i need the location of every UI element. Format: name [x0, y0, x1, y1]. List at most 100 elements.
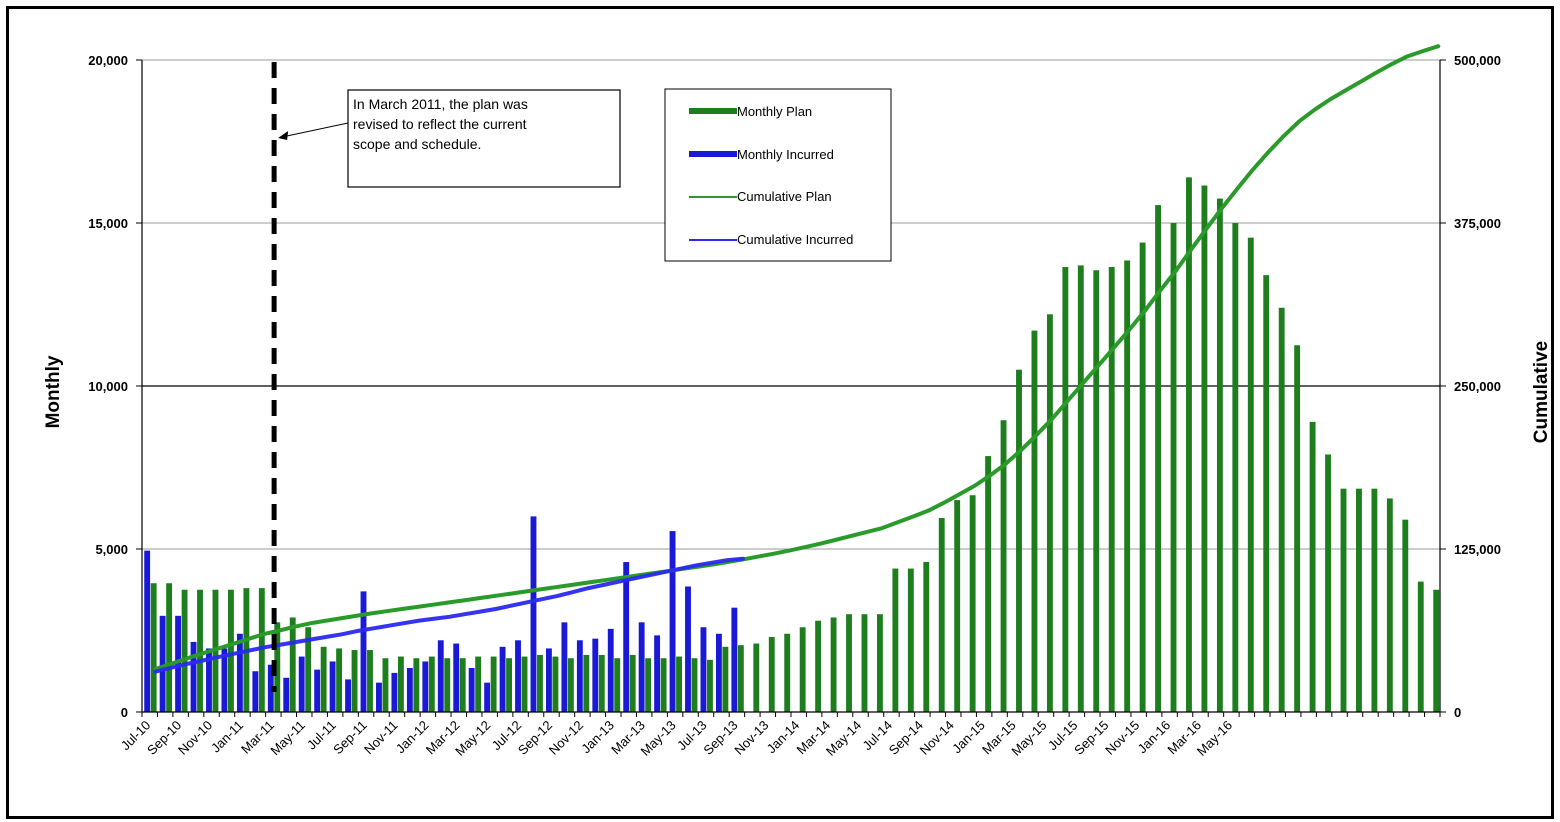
bar-monthly-plan	[830, 617, 837, 712]
bar-monthly-incurred	[623, 562, 630, 712]
bar-monthly-incurred	[515, 640, 521, 712]
left-y-ticks: 0 5,000 10,000 15,000 20,000	[88, 53, 142, 720]
bar-monthly-incurred	[267, 664, 274, 712]
bar-monthly-incurred	[607, 628, 614, 712]
bar-monthly-plan	[938, 518, 945, 712]
x-tick-label: Nov-10	[175, 718, 215, 758]
bar-monthly-plan	[1340, 488, 1347, 712]
bar-monthly-plan	[1247, 237, 1254, 713]
x-tick-label: May-11	[267, 718, 308, 759]
bar-monthly-incurred	[530, 516, 537, 712]
bar-monthly-incurred	[190, 641, 197, 712]
bar-monthly-incurred	[638, 622, 645, 712]
bar-monthly-plan	[784, 633, 791, 712]
bar-monthly-plan	[876, 614, 883, 712]
legend-label-monthly-incurred: Monthly Incurred	[737, 147, 834, 162]
bar-monthly-plan	[969, 495, 976, 712]
bar-monthly-plan	[1031, 330, 1038, 712]
bar-monthly-incurred	[252, 671, 259, 712]
bar-monthly-plan	[1371, 488, 1378, 712]
bar-monthly-plan	[1016, 369, 1022, 712]
bar-monthly-incurred	[453, 643, 460, 712]
bar-monthly-plan	[598, 654, 605, 712]
line-cumulative-incurred	[153, 556, 745, 674]
bar-monthly-incurred	[298, 656, 305, 712]
bar-monthly-incurred	[206, 648, 212, 712]
annotation-arrow-head	[278, 131, 289, 140]
bar-monthly-incurred	[159, 615, 166, 712]
bar-monthly-incurred	[406, 667, 413, 712]
bar-monthly-incurred	[715, 633, 722, 712]
left-axis-title: Monthly	[43, 355, 64, 428]
bar-monthly-incurred	[283, 677, 290, 712]
bar-monthly-plan	[1186, 177, 1192, 713]
bar-monthly-incurred	[175, 615, 182, 712]
bar-monthly-incurred	[592, 638, 599, 712]
bar-monthly-plan	[521, 656, 528, 712]
bar-monthly-plan	[861, 614, 868, 712]
bar-monthly-incurred	[422, 661, 429, 712]
bar-monthly-plan	[923, 562, 930, 712]
bar-monthly-plan	[336, 648, 343, 712]
bar-monthly-plan	[1077, 265, 1084, 712]
bar-monthly-incurred	[360, 591, 367, 712]
bar-monthly-plan	[351, 650, 358, 712]
bar-monthly-plan	[274, 622, 281, 712]
legend-label-cumulative-plan: Cumulative Plan	[737, 189, 832, 204]
bar-monthly-incurred	[499, 646, 506, 712]
bar-monthly-incurred	[236, 633, 243, 712]
right-tick-label: 375,000	[1454, 216, 1501, 231]
x-tick-label: May-14	[823, 718, 864, 759]
x-tick-label: Nov-13	[731, 718, 771, 758]
bar-monthly-incurred	[345, 679, 351, 712]
bar-monthly-plan	[1386, 498, 1393, 712]
annotation-arrow-line	[282, 122, 349, 138]
legend-label-cumulative-incurred: Cumulative Incurred	[737, 232, 853, 247]
line-series	[153, 44, 1441, 674]
bar-monthly-plan	[1216, 198, 1223, 713]
bar-monthly-plan	[320, 646, 327, 712]
x-tick-label: Jan-11	[208, 718, 246, 756]
bar-monthly-plan	[475, 656, 482, 712]
bar-monthly-incurred	[468, 667, 475, 712]
right-tick-label: 250,000	[1454, 379, 1501, 394]
x-tick-label: Nov-14	[917, 718, 957, 758]
x-tick-label: Nov-12	[546, 718, 586, 758]
bar-monthly-plan	[722, 646, 729, 712]
bar-monthly-plan	[629, 654, 636, 712]
bar-monthly-plan	[815, 620, 822, 712]
bar-monthly-incurred	[144, 550, 151, 712]
bar-monthly-plan	[614, 658, 621, 712]
bar-monthly-incurred	[376, 682, 382, 712]
bar-monthly-plan	[1417, 581, 1424, 712]
x-ticks: Jul-10Sep-10Nov-10Jan-11Mar-11May-11Jul-…	[118, 712, 1441, 759]
chart-frame: 0 5,000 10,000 15,000 20,000 0 125,000 250,000…	[6, 6, 1554, 819]
bar-monthly-plan	[444, 658, 451, 712]
bar-monthly-plan	[676, 656, 682, 712]
bar-monthly-plan	[1356, 488, 1362, 712]
x-tick-label: May-16	[1194, 718, 1235, 759]
bar-monthly-plan	[907, 568, 914, 712]
bar-monthly-incurred	[731, 607, 738, 712]
bar-monthly-plan	[1309, 421, 1316, 712]
bar-monthly-plan	[1155, 205, 1162, 712]
bar-monthly-plan	[166, 583, 173, 712]
bar-monthly-incurred	[329, 661, 336, 712]
bar-monthly-plan	[305, 627, 312, 712]
bar-monthly-plan	[552, 656, 559, 712]
left-tick-label: 10,000	[88, 379, 128, 394]
bar-monthly-plan	[567, 658, 574, 712]
bar-monthly-plan	[382, 658, 389, 712]
bar-monthly-plan	[428, 656, 435, 712]
bar-monthly-plan	[258, 588, 265, 712]
bar-monthly-plan	[1402, 519, 1409, 712]
bar-monthly-plan	[1263, 275, 1270, 712]
bar-monthly-plan	[583, 654, 590, 712]
legend-swatch-monthly-incurred	[689, 151, 737, 157]
bar-monthly-plan	[459, 658, 466, 712]
x-tick-label: May-15	[1008, 718, 1049, 759]
bar-monthly-plan	[1170, 223, 1177, 712]
bar-monthly-plan	[846, 614, 852, 712]
bar-monthly-incurred	[669, 531, 676, 712]
legend: Monthly Plan Monthly Incurred Cumulative…	[664, 88, 892, 262]
